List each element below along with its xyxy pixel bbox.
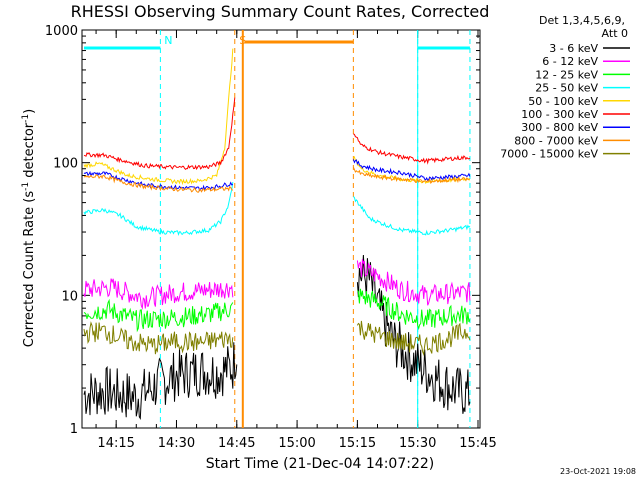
plot-frame [81, 29, 481, 429]
annotation-label: N [164, 34, 172, 47]
series-line [83, 170, 234, 192]
legend-label: 100 - 300 keV [521, 108, 598, 121]
x-tick-label: 15:30 [399, 436, 436, 451]
series-line [83, 342, 238, 421]
series-line [83, 97, 236, 171]
x-tick-label: 15:45 [459, 436, 496, 451]
x-tick-label: 15:00 [278, 436, 315, 451]
series-line [352, 166, 470, 184]
x-axis-label: Start Time (21-Dec-04 14:07:22) [206, 456, 434, 472]
series-line [83, 48, 234, 186]
x-tick-label: 14:45 [218, 436, 255, 451]
x-tick-label: 15:15 [339, 436, 376, 451]
series-line [353, 196, 471, 236]
footer-date: 23-Oct-2021 19:08 [560, 467, 636, 476]
y-tick-label: 1 [70, 422, 78, 437]
x-tick-label: 14:15 [97, 436, 134, 451]
series-line [356, 320, 471, 357]
annotation-label: S [239, 34, 246, 47]
legend-label: 7000 - 15000 keV [500, 148, 598, 161]
series-line [83, 298, 234, 333]
legend-label: 800 - 7000 keV [514, 134, 598, 147]
y-tick-label: 10 [61, 289, 78, 304]
series-line [356, 259, 471, 306]
x-tick-label: 14:30 [158, 436, 195, 451]
legend-label: 12 - 25 keV [535, 68, 598, 81]
y-tick-label: 1000 [45, 24, 78, 39]
legend-header: Att 0 [602, 27, 628, 40]
legend-label: 300 - 800 keV [521, 121, 598, 134]
y-tick-label: 100 [53, 157, 78, 172]
series-line [353, 155, 470, 184]
legend-label: 50 - 100 keV [528, 95, 598, 108]
series-line [83, 173, 234, 193]
legend-label: 6 - 12 keV [542, 55, 598, 68]
series-line [83, 321, 234, 355]
series-line [83, 278, 234, 310]
chart-title: RHESSI Observing Summary Count Rates, Co… [71, 2, 490, 21]
legend-header: Det 1,3,4,5,6,9, [539, 14, 625, 27]
series-line [353, 133, 471, 165]
legend-label: 25 - 50 keV [535, 82, 598, 95]
y-axis-label: Corrected Count Rate (s-1 detector-1) [21, 109, 37, 347]
series-line [357, 288, 471, 330]
plot-area: 1 10 100 1000 14:15 14:30 14:45 15:00 15:15 15:30… [45, 24, 497, 451]
legend-label: 3 - 6 keV [549, 42, 598, 55]
series-line [352, 159, 471, 182]
series-line [83, 182, 234, 236]
